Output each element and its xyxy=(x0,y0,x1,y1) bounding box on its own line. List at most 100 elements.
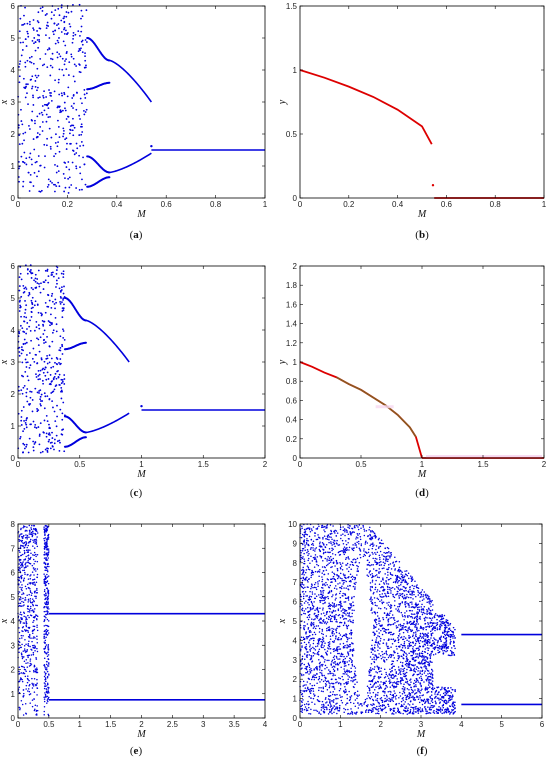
data-point xyxy=(28,366,31,369)
data-point xyxy=(23,14,25,17)
data-point xyxy=(410,669,413,671)
data-point xyxy=(390,577,392,580)
data-point xyxy=(37,170,40,173)
data-point xyxy=(37,155,40,157)
data-point xyxy=(29,670,31,673)
data-point xyxy=(26,268,29,270)
data-point xyxy=(333,655,336,657)
data-point xyxy=(34,441,37,444)
data-point xyxy=(371,547,374,550)
data-point xyxy=(81,15,84,18)
data-point xyxy=(18,692,21,694)
data-point xyxy=(49,374,52,376)
data-point xyxy=(379,654,382,657)
data-point xyxy=(34,387,37,390)
data-point xyxy=(338,550,341,553)
data-point xyxy=(23,552,26,555)
data-point xyxy=(27,675,29,677)
data-point xyxy=(413,679,416,682)
data-point xyxy=(445,711,448,714)
data-point xyxy=(32,554,34,556)
data-point xyxy=(369,709,372,711)
data-point xyxy=(348,527,351,529)
x-tick-label: 1 xyxy=(78,720,83,729)
data-point xyxy=(431,687,433,690)
data-point xyxy=(22,185,24,188)
data-point xyxy=(24,370,27,373)
data-point xyxy=(404,637,407,639)
data-point xyxy=(79,166,81,169)
data-point xyxy=(46,596,49,599)
data-point xyxy=(327,673,329,675)
data-point xyxy=(305,648,308,650)
data-point xyxy=(369,564,371,567)
data-point xyxy=(40,111,43,114)
data-point xyxy=(334,708,336,711)
data-point xyxy=(310,585,313,588)
data-point xyxy=(34,684,37,686)
data-point xyxy=(427,632,429,634)
data-point xyxy=(44,311,47,314)
data-point xyxy=(320,593,322,595)
data-point xyxy=(415,602,417,604)
data-point xyxy=(46,526,49,529)
data-point xyxy=(61,310,64,312)
data-point xyxy=(59,109,62,112)
data-point xyxy=(364,554,366,557)
data-point xyxy=(39,398,42,401)
data-point xyxy=(385,557,387,559)
data-point xyxy=(411,657,414,659)
data-point xyxy=(48,127,51,130)
data-point xyxy=(58,383,61,386)
data-point xyxy=(21,49,24,51)
data-point xyxy=(75,91,78,94)
curve xyxy=(299,69,433,145)
data-point xyxy=(58,361,60,364)
data-point xyxy=(19,435,22,438)
data-point xyxy=(335,561,338,563)
data-point xyxy=(79,97,82,100)
data-point xyxy=(51,380,53,382)
data-point xyxy=(351,605,353,607)
data-point xyxy=(371,612,373,614)
data-point xyxy=(34,161,37,164)
data-point xyxy=(414,624,417,627)
data-point xyxy=(429,656,432,658)
data-point xyxy=(424,659,427,661)
data-point xyxy=(334,579,337,581)
data-point xyxy=(22,565,24,567)
data-point xyxy=(20,621,22,623)
data-point xyxy=(79,118,81,120)
data-point xyxy=(386,613,389,615)
data-point xyxy=(376,551,379,553)
data-point xyxy=(375,579,377,582)
data-point xyxy=(18,160,20,163)
data-point xyxy=(305,569,308,571)
data-point xyxy=(414,642,417,645)
data-point xyxy=(302,674,305,676)
data-point xyxy=(303,528,306,531)
data-point xyxy=(28,679,30,682)
data-point xyxy=(27,544,29,547)
data-point xyxy=(339,607,342,609)
data-point xyxy=(45,378,48,381)
data-point xyxy=(64,138,66,141)
data-point xyxy=(309,683,311,685)
data-point xyxy=(325,569,328,571)
data-point xyxy=(43,706,46,708)
data-point xyxy=(47,613,49,615)
data-point xyxy=(445,630,447,633)
data-point xyxy=(33,608,36,610)
data-point xyxy=(40,404,42,407)
data-point xyxy=(45,432,48,435)
data-point xyxy=(325,543,328,546)
data-point xyxy=(328,536,331,538)
data-point xyxy=(50,57,52,60)
data-point xyxy=(36,635,38,638)
data-point xyxy=(31,357,34,360)
data-point xyxy=(374,586,377,589)
data-point xyxy=(318,571,321,573)
data-point xyxy=(320,556,323,559)
data-point xyxy=(376,680,379,683)
data-point xyxy=(437,651,440,654)
